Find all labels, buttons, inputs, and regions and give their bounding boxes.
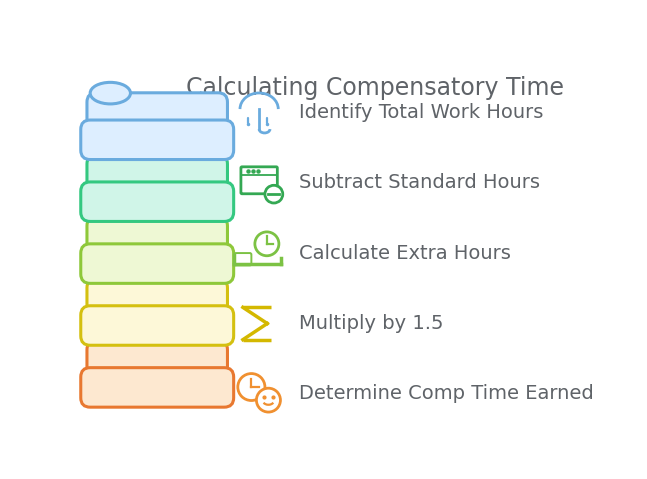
FancyBboxPatch shape [81,306,234,345]
Text: Subtract Standard Hours: Subtract Standard Hours [300,173,540,192]
FancyBboxPatch shape [87,278,228,318]
Circle shape [255,232,279,256]
Ellipse shape [90,82,131,104]
Circle shape [238,374,265,400]
Text: Calculating Compensatory Time: Calculating Compensatory Time [186,76,564,100]
FancyBboxPatch shape [87,217,228,256]
FancyBboxPatch shape [87,93,228,132]
FancyBboxPatch shape [87,341,228,380]
Text: Calculate Extra Hours: Calculate Extra Hours [300,243,511,262]
Text: Multiply by 1.5: Multiply by 1.5 [300,314,444,333]
Text: Identify Total Work Hours: Identify Total Work Hours [300,103,543,122]
FancyBboxPatch shape [87,155,228,194]
FancyBboxPatch shape [81,120,234,160]
FancyBboxPatch shape [81,368,234,407]
Circle shape [256,388,280,412]
Circle shape [265,185,283,203]
FancyBboxPatch shape [81,182,234,221]
FancyBboxPatch shape [81,244,234,284]
Text: Determine Comp Time Earned: Determine Comp Time Earned [300,385,594,403]
